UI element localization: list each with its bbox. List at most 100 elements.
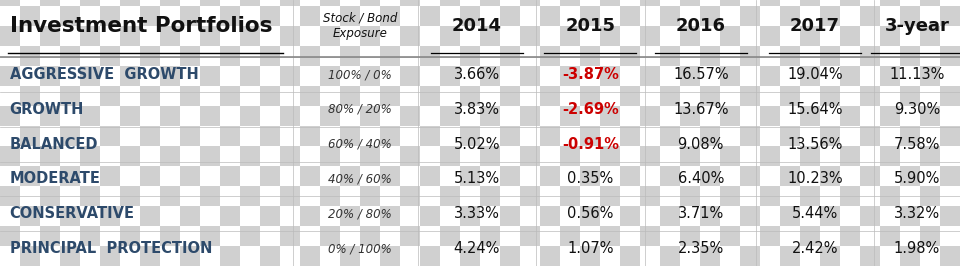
Bar xyxy=(640,66,660,86)
Bar xyxy=(480,166,500,186)
Bar xyxy=(180,26,200,46)
Bar xyxy=(60,126,80,146)
Bar xyxy=(520,26,540,46)
Bar xyxy=(900,126,920,146)
Bar xyxy=(920,106,940,126)
Bar xyxy=(0,186,20,206)
Bar xyxy=(760,6,780,26)
Text: 9.08%: 9.08% xyxy=(678,137,724,152)
Bar xyxy=(20,126,40,146)
Bar xyxy=(840,0,860,6)
Bar xyxy=(480,146,500,166)
Bar xyxy=(460,86,480,106)
Bar xyxy=(660,46,680,66)
Bar xyxy=(620,226,640,246)
Bar xyxy=(800,106,820,126)
Text: 40% / 60%: 40% / 60% xyxy=(328,172,392,185)
Bar xyxy=(320,106,340,126)
Bar xyxy=(520,0,540,6)
Bar xyxy=(540,146,560,166)
Text: 2.42%: 2.42% xyxy=(792,241,838,256)
Bar xyxy=(280,66,300,86)
Text: 3-year: 3-year xyxy=(884,17,949,35)
Bar xyxy=(180,0,200,6)
Bar xyxy=(700,106,720,126)
Bar xyxy=(140,166,160,186)
Bar xyxy=(120,226,140,246)
Bar xyxy=(840,126,860,146)
Bar xyxy=(240,26,260,46)
Bar xyxy=(920,66,940,86)
Bar xyxy=(540,86,560,106)
Bar xyxy=(640,186,660,206)
Bar xyxy=(520,226,540,246)
Bar xyxy=(400,0,420,6)
Bar xyxy=(620,46,640,66)
Bar xyxy=(800,246,820,266)
Bar xyxy=(280,146,300,166)
Bar xyxy=(460,166,480,186)
Bar xyxy=(760,66,780,86)
Bar xyxy=(300,106,320,126)
Bar xyxy=(660,6,680,26)
Bar xyxy=(700,226,720,246)
Bar xyxy=(600,6,620,26)
Bar xyxy=(180,166,200,186)
Bar xyxy=(200,226,220,246)
Bar xyxy=(480,46,500,66)
Bar xyxy=(720,186,740,206)
Bar xyxy=(940,206,960,226)
Bar xyxy=(580,106,600,126)
Bar xyxy=(0,166,20,186)
Bar xyxy=(820,166,840,186)
Bar xyxy=(860,146,880,166)
Bar xyxy=(940,6,960,26)
Bar xyxy=(600,86,620,106)
Bar xyxy=(220,126,240,146)
Text: 2017: 2017 xyxy=(790,17,840,35)
Bar xyxy=(940,106,960,126)
Bar xyxy=(920,166,940,186)
Bar xyxy=(420,146,440,166)
Text: 5.13%: 5.13% xyxy=(453,172,500,186)
Bar xyxy=(120,106,140,126)
Bar xyxy=(20,86,40,106)
Text: 3.83%: 3.83% xyxy=(454,102,499,117)
Bar xyxy=(460,146,480,166)
Bar xyxy=(800,0,820,6)
Bar xyxy=(320,166,340,186)
Bar xyxy=(700,86,720,106)
Bar xyxy=(100,206,120,226)
Bar xyxy=(880,186,900,206)
Bar xyxy=(700,46,720,66)
Bar xyxy=(360,0,380,6)
Bar xyxy=(640,246,660,266)
Bar xyxy=(760,186,780,206)
Text: 80% / 20%: 80% / 20% xyxy=(328,103,392,116)
Bar xyxy=(60,106,80,126)
Bar xyxy=(920,26,940,46)
Bar xyxy=(100,46,120,66)
Bar xyxy=(760,0,780,6)
Bar xyxy=(500,26,520,46)
Text: 7.58%: 7.58% xyxy=(894,137,940,152)
Bar xyxy=(100,166,120,186)
Bar xyxy=(40,186,60,206)
Bar xyxy=(900,206,920,226)
Bar xyxy=(660,226,680,246)
Bar xyxy=(620,126,640,146)
Bar xyxy=(680,66,700,86)
Bar xyxy=(0,226,20,246)
Bar xyxy=(860,26,880,46)
Text: Investment Portfolios: Investment Portfolios xyxy=(10,16,272,36)
Bar xyxy=(460,66,480,86)
Bar xyxy=(20,46,40,66)
Bar xyxy=(340,26,360,46)
Bar xyxy=(880,26,900,46)
Bar xyxy=(720,226,740,246)
Bar xyxy=(860,206,880,226)
Bar xyxy=(540,186,560,206)
Bar xyxy=(740,146,760,166)
Bar xyxy=(100,146,120,166)
Bar xyxy=(260,206,280,226)
